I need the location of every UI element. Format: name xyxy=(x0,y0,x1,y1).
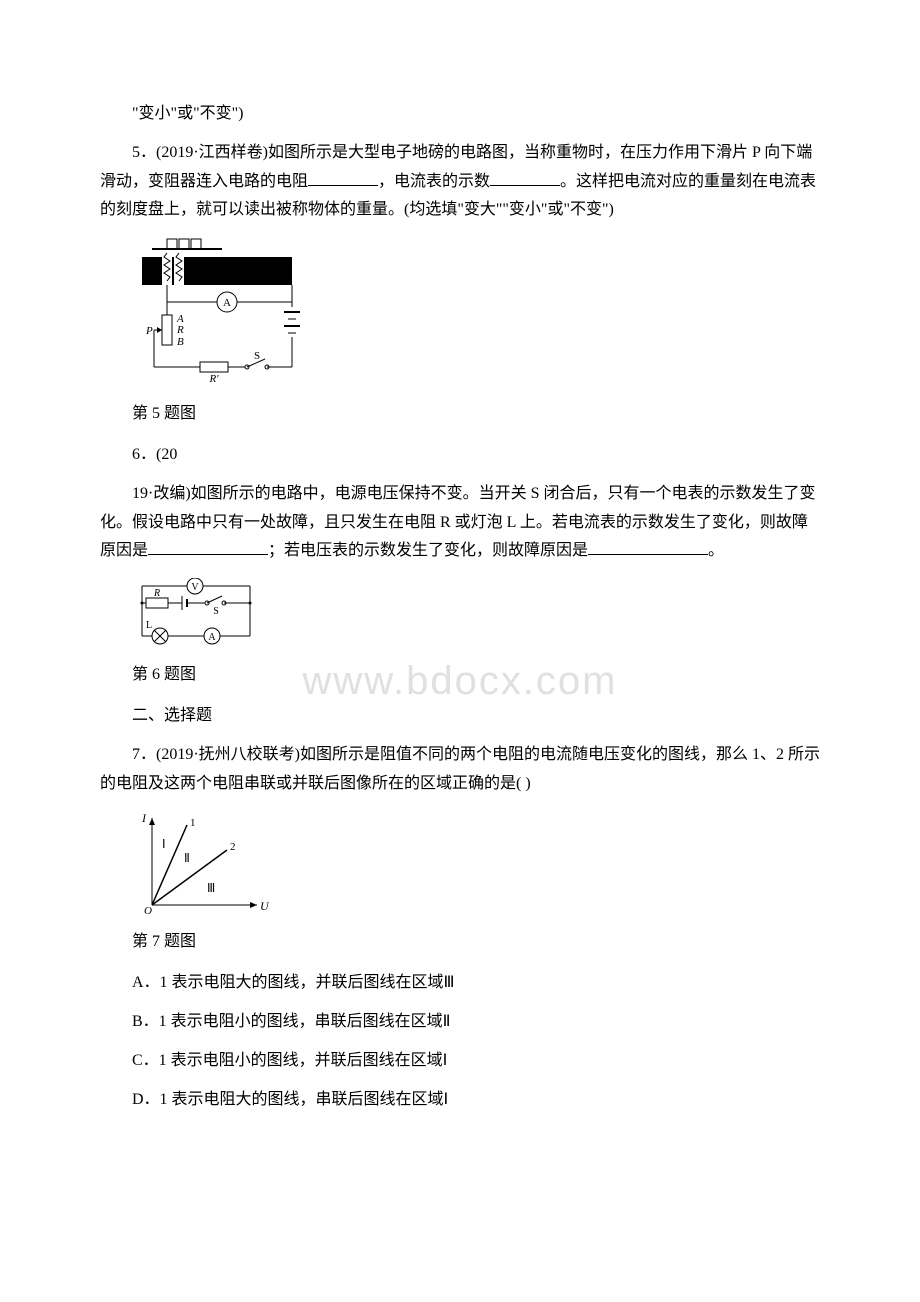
q6-blank2 xyxy=(588,539,708,555)
rprime-label: R' xyxy=(208,373,219,385)
region1-label: Ⅰ xyxy=(162,837,166,851)
v-label: V xyxy=(191,582,199,593)
q6-body: 19·改编)如图所示的电路中，电源电压保持不变。当开关 S 闭合后，只有一个电表… xyxy=(100,480,820,566)
section2-title: 二、选择题 xyxy=(100,702,820,731)
p-label: P xyxy=(145,325,153,337)
q5-caption: 第 5 题图 xyxy=(100,400,820,429)
q5-circuit-svg: A A R B P R' xyxy=(132,237,312,392)
ammeter-label: A xyxy=(223,297,231,309)
q5-blank1 xyxy=(308,170,378,186)
r-label: R xyxy=(176,324,184,336)
q6-blank1 xyxy=(148,539,268,555)
q5-part2: ，电流表的示数 xyxy=(378,173,490,190)
region3-label: Ⅲ xyxy=(207,881,215,895)
r-b-label: B xyxy=(177,336,184,348)
q6-body2: ；若电压表的示数发生了变化，则故障原因是 xyxy=(268,542,588,559)
s-label: S xyxy=(254,350,260,362)
i-axis-label: I xyxy=(141,811,147,825)
q5-figure: A A R B P R' xyxy=(132,237,820,392)
q7-graph-svg: I U O 1 2 Ⅰ Ⅱ Ⅲ xyxy=(132,810,272,920)
region2-label: Ⅱ xyxy=(184,851,190,865)
s6-label: S xyxy=(213,606,219,617)
q7-optC: C．1 表示电阻小的图线，并联后图线在区域Ⅰ xyxy=(100,1047,820,1076)
line1-label: 1 xyxy=(190,817,196,829)
u-axis-label: U xyxy=(260,899,270,913)
r6-label: R xyxy=(153,588,160,599)
line2-label: 2 xyxy=(230,841,236,853)
q4-tail-text: "变小"或"不变") xyxy=(100,100,820,129)
origin-label: O xyxy=(144,905,152,917)
q6-figure: V R S L xyxy=(132,578,820,653)
q7-text: 7．(2019·抚州八校联考)如图所示是阻值不同的两个电阻的电流随电压变化的图线… xyxy=(100,741,820,799)
q6-lead: 6．(20 xyxy=(100,441,820,470)
q5-text: 5．(2019·江西样卷)如图所示是大型电子地磅的电路图，当称重物时，在压力作用… xyxy=(100,139,820,225)
q7-optA: A．1 表示电阻大的图线，并联后图线在区域Ⅲ xyxy=(100,969,820,998)
q5-blank2 xyxy=(490,170,560,186)
q6-body3: 。 xyxy=(708,542,724,559)
q7-optB: B．1 表示电阻小的图线，串联后图线在区域Ⅱ xyxy=(100,1008,820,1037)
q7-optD: D．1 表示电阻大的图线，串联后图线在区域Ⅰ xyxy=(100,1086,820,1115)
a6-label: A xyxy=(208,632,216,643)
q7-caption: 第 7 题图 xyxy=(100,928,820,957)
l-label: L xyxy=(146,620,152,631)
q6-caption: 第 6 题图 xyxy=(100,661,820,690)
q7-figure: I U O 1 2 Ⅰ Ⅱ Ⅲ xyxy=(132,810,820,920)
q6-circuit-svg: V R S L xyxy=(132,578,262,653)
